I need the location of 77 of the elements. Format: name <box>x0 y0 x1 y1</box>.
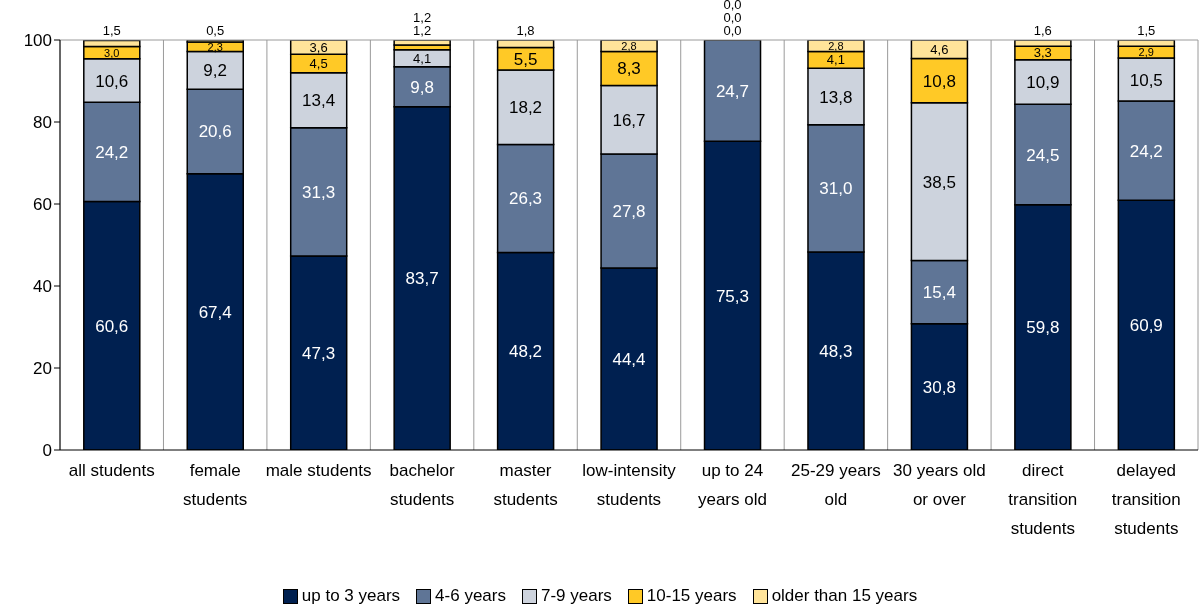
data-label: 44,4 <box>612 349 646 369</box>
x-tick-label: up to 24 years old <box>697 461 767 509</box>
data-label: 9,8 <box>410 77 434 97</box>
data-label: 30,8 <box>922 377 956 397</box>
data-label: 1,2 <box>413 10 432 25</box>
legend-label: older than 15 years <box>771 586 918 606</box>
data-label: 60,9 <box>1129 316 1163 336</box>
x-tick-label: bachelor students <box>389 461 456 509</box>
data-label: 75,3 <box>715 286 749 306</box>
data-label: 4,1 <box>413 50 432 66</box>
data-label: 8,3 <box>617 59 641 79</box>
x-tick-label: 30 years old or over <box>893 461 986 509</box>
data-label: 67,4 <box>198 302 232 322</box>
data-label: 13,4 <box>302 91 336 111</box>
data-label: 24,2 <box>1129 141 1163 161</box>
y-tick-label: 0 <box>42 441 52 461</box>
data-label: 1,2 <box>413 23 432 38</box>
data-label: 3,3 <box>1033 45 1052 61</box>
x-tick-label: male students <box>265 461 372 480</box>
data-label: 3,6 <box>309 39 328 55</box>
legend-label: 7-9 years <box>540 586 612 606</box>
x-tick-label: 25-29 years old <box>791 461 881 509</box>
data-label: 26,3 <box>509 189 543 209</box>
legend-label: up to 3 years <box>301 586 401 606</box>
data-label: 10,6 <box>95 71 129 91</box>
y-tick-label: 100 <box>23 31 52 51</box>
legend-label: 10-15 years <box>646 586 737 606</box>
data-label: 15,4 <box>922 283 956 303</box>
x-tick-label: master students <box>493 461 558 509</box>
data-label: 3,0 <box>104 46 120 59</box>
y-tick-label: 40 <box>33 277 52 297</box>
data-label: 5,5 <box>513 49 538 69</box>
data-label: 2,3 <box>207 40 223 53</box>
data-label: 0,0 <box>723 23 742 38</box>
x-tick-label: delayed transition students <box>1111 461 1181 538</box>
data-label: 48,2 <box>509 342 543 362</box>
data-label: 48,3 <box>819 341 853 361</box>
data-label: 18,2 <box>509 98 543 118</box>
data-label: 59,8 <box>1026 318 1060 338</box>
data-label: 10,8 <box>922 71 956 91</box>
data-label: 60,6 <box>95 316 129 336</box>
data-label: 31,3 <box>302 182 336 202</box>
y-tick-label: 20 <box>33 359 52 379</box>
data-label: 2,9 <box>1138 45 1154 58</box>
data-label: 1,5 <box>1137 23 1156 38</box>
data-label: 24,5 <box>1026 145 1060 165</box>
data-label: 2,8 <box>828 39 844 52</box>
data-label: 2,8 <box>621 39 637 52</box>
data-label: 1,8 <box>516 23 535 38</box>
data-label: 24,7 <box>715 81 749 101</box>
data-label: 4,1 <box>826 52 845 68</box>
data-label: 38,5 <box>922 172 956 192</box>
data-label: 10,5 <box>1129 70 1163 90</box>
data-label: 4,5 <box>309 56 328 72</box>
data-label: 47,3 <box>302 343 336 363</box>
data-label: 10,9 <box>1026 72 1060 92</box>
data-label: 31,0 <box>819 179 853 199</box>
data-label: 16,7 <box>612 110 646 130</box>
data-label: 0,0 <box>723 10 742 25</box>
y-tick-label: 80 <box>33 113 52 133</box>
y-tick-label: 60 <box>33 195 52 215</box>
data-label: 4,6 <box>930 41 949 57</box>
data-label: 0,5 <box>206 23 225 38</box>
data-label: 0,0 <box>723 0 742 12</box>
x-tick-label: low-intensity students <box>582 461 677 509</box>
data-label: 1,5 <box>102 23 121 39</box>
data-label: 83,7 <box>405 269 439 289</box>
data-label: 9,2 <box>203 61 227 81</box>
x-tick-label: female students <box>183 461 248 509</box>
data-label: 13,8 <box>819 87 853 107</box>
data-label: 1,6 <box>1033 22 1052 38</box>
x-tick-label: direct transition students <box>1008 461 1078 538</box>
data-label: 27,8 <box>612 201 646 221</box>
data-label: 24,2 <box>95 142 129 162</box>
data-label: 20,6 <box>198 122 232 142</box>
x-tick-label: all students <box>68 461 155 480</box>
legend-label: 4-6 years <box>435 586 506 606</box>
